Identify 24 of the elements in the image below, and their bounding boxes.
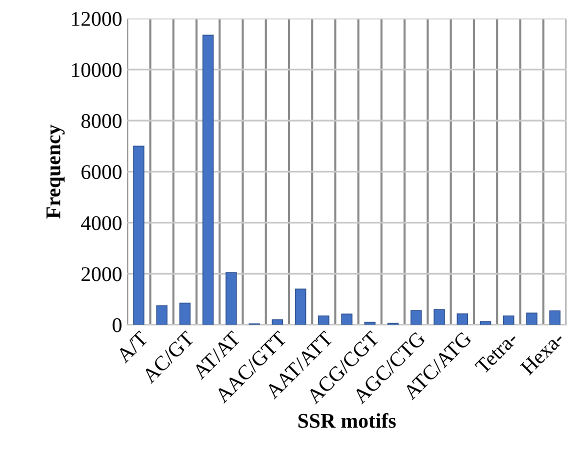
y-tick-label: 10000 — [72, 62, 122, 78]
bar — [179, 302, 191, 325]
y-axis-title: Frequency — [46, 124, 65, 219]
bar — [156, 305, 168, 325]
bar — [294, 288, 306, 325]
bar — [456, 313, 468, 325]
bar — [503, 315, 514, 325]
y-tick-label: 4000 — [81, 216, 122, 230]
bar — [133, 146, 144, 325]
y-tick-label: 8000 — [81, 114, 122, 128]
bar — [526, 312, 538, 325]
bar — [480, 321, 492, 325]
bar — [434, 309, 445, 325]
bar — [410, 310, 422, 325]
bar — [226, 272, 237, 325]
y-tick-label: 12000 — [72, 12, 122, 26]
bar — [202, 34, 214, 325]
x-axis-title: SSR motifs — [298, 413, 396, 428]
y-tick-label: 2000 — [82, 267, 122, 282]
bar — [549, 310, 560, 325]
bar — [341, 314, 352, 325]
bar — [318, 315, 330, 325]
y-tick-label: 0 — [112, 318, 122, 332]
y-tick-label: 6000 — [82, 165, 122, 180]
